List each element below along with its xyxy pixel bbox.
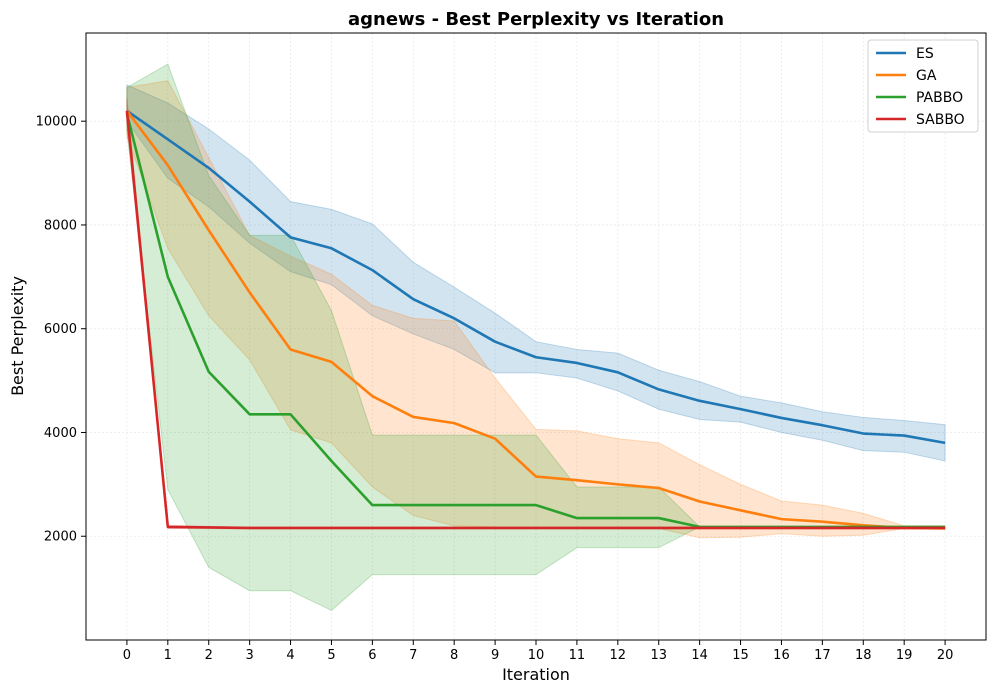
- x-tick-label: 5: [327, 648, 335, 663]
- x-axis-ticks: 0 1 2 3 4 5 6 7 8 9 10 11 12 13 14 15 16 17 18 19 20: [123, 640, 954, 663]
- x-tick-label: 8: [450, 648, 458, 663]
- y-axis-ticks: 2000 4000 6000 8000 10000: [36, 115, 86, 545]
- y-axis-title: Best Perplexity: [8, 276, 27, 396]
- x-tick-label: 4: [286, 648, 294, 663]
- legend: ES GA PABBO SABBO: [867, 39, 979, 133]
- legend-label-sabbo: SABBO: [916, 112, 965, 128]
- x-tick-label: 16: [773, 648, 790, 663]
- legend-label-ga: GA: [916, 68, 937, 84]
- legend-label-pabbo: PABBO: [916, 90, 963, 106]
- series-line-sabbo: [125, 110, 946, 530]
- legend-box: [867, 39, 979, 133]
- x-tick-label: 15: [732, 648, 749, 663]
- x-tick-label: 11: [569, 648, 586, 663]
- y-tick-label: 10000: [36, 115, 77, 130]
- x-tick-label: 1: [164, 648, 172, 663]
- x-tick-label: 17: [814, 648, 831, 663]
- y-tick-label: 6000: [44, 322, 77, 337]
- x-tick-label: 19: [896, 648, 913, 663]
- band-es: [126, 84, 946, 462]
- x-tick-label: 9: [491, 648, 499, 663]
- series-line-ga: [125, 110, 946, 530]
- x-tick-label: 10: [528, 648, 545, 663]
- x-tick-label: 3: [245, 648, 253, 663]
- x-axis-title: Iteration: [502, 665, 570, 684]
- x-tick-label: 6: [368, 648, 376, 663]
- x-tick-label: 14: [691, 648, 708, 663]
- x-tick-label: 7: [409, 648, 417, 663]
- legend-label-es: ES: [916, 46, 934, 62]
- x-tick-label: 0: [123, 648, 131, 663]
- x-tick-label: 13: [650, 648, 667, 663]
- y-tick-label: 8000: [44, 218, 77, 233]
- x-tick-label: 18: [855, 648, 872, 663]
- y-tick-label: 2000: [44, 530, 77, 545]
- y-tick-label: 4000: [44, 426, 77, 441]
- series-line-es: [126, 109, 946, 445]
- grid: [86, 33, 986, 640]
- x-tick-label: 20: [937, 648, 954, 663]
- x-tick-label: 2: [205, 648, 213, 663]
- chart-title: agnews - Best Perplexity vs Iteration: [348, 9, 724, 30]
- x-tick-label: 12: [610, 648, 627, 663]
- series-lines: [125, 109, 946, 530]
